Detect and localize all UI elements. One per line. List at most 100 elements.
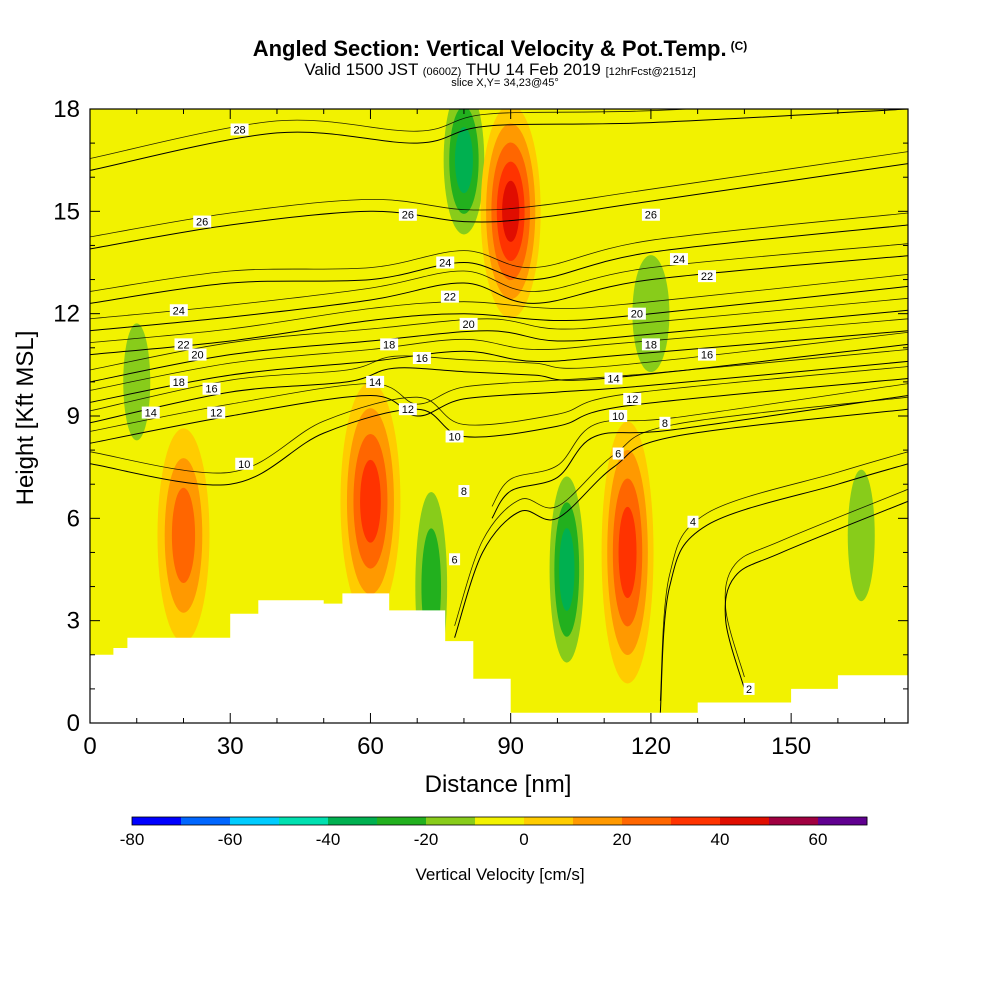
contour-label: 16 <box>412 352 431 365</box>
valid-prefix: Valid 1500 JST <box>304 60 419 79</box>
contour-label-bg <box>207 406 226 419</box>
contour-label-bg <box>235 457 254 470</box>
contour-label-bg <box>202 382 221 395</box>
contour-label-bg <box>174 338 193 351</box>
contour-label-text: 10 <box>238 459 250 471</box>
colorbar-tick-label: 20 <box>613 830 632 849</box>
contour-label: 18 <box>380 338 399 351</box>
contour-label-text: 20 <box>631 309 643 321</box>
contour-label: 22 <box>698 270 717 283</box>
contour-label-bg <box>698 348 717 361</box>
contour-label: 10 <box>609 410 628 423</box>
contour-label: 12 <box>207 406 226 420</box>
contour-label-bg <box>436 256 455 269</box>
velocity-band <box>360 459 381 543</box>
contour-label: 24 <box>669 253 688 266</box>
axes: 0 30 60 90 120 150 0 3 6 9 12 15 18 <box>53 96 908 760</box>
contour-label-bg <box>604 372 623 385</box>
isentrope-line <box>90 163 908 250</box>
contour-label-bg <box>169 375 188 388</box>
colorbar-tick-label: 60 <box>809 830 828 849</box>
contour-label: 4 <box>687 515 699 529</box>
contour-label-bg <box>188 348 207 361</box>
valid-date: THU 14 Feb 2019 <box>465 60 601 79</box>
x-tick-label: 90 <box>497 733 524 760</box>
contour-label-text: 20 <box>191 350 203 362</box>
contour-label-text: 24 <box>673 254 685 266</box>
contour-label: 14 <box>141 406 160 420</box>
contour-label-text: 26 <box>196 217 208 229</box>
isentrope-line <box>491 383 908 507</box>
contour-label-text: 2 <box>746 684 752 696</box>
colorbar-swatch <box>426 817 476 825</box>
contour-label: 8 <box>659 416 671 430</box>
isentrope-line <box>659 463 908 713</box>
contour-label-bg <box>687 515 699 528</box>
contour-label: 18 <box>641 338 660 351</box>
colorbar: -80 -60 -40 -20 0 20 40 60 <box>120 816 868 849</box>
contour-label-text: 22 <box>444 292 456 304</box>
contour-label-bg <box>398 208 417 221</box>
contour-label: 6 <box>612 447 624 461</box>
isentrope-line <box>724 500 908 690</box>
colorbar-tick-label: -60 <box>218 830 243 849</box>
isentrope-line <box>724 488 908 678</box>
isentrope-line <box>90 243 908 320</box>
contour-label-bg <box>659 416 671 429</box>
valid-time-line: Valid 1500 JST (0600Z) THU 14 Feb 2019 [… <box>0 60 1000 80</box>
contour-label: 8 <box>458 485 470 498</box>
valid-zulu: (0600Z) <box>422 66 462 78</box>
isentrope-line <box>90 109 908 171</box>
colorbar-swatch <box>181 817 231 825</box>
colorbar-swatch <box>328 817 378 825</box>
isentrope-line <box>90 224 908 304</box>
isentrope-line <box>90 151 908 238</box>
contour-label-text: 10 <box>448 431 460 443</box>
contour-label: 26 <box>193 215 212 229</box>
contour-label: 16 <box>698 348 717 362</box>
isentrope-line <box>90 332 908 412</box>
velocity-cell <box>114 286 159 477</box>
colorbar-tick-label: 40 <box>711 830 730 849</box>
isentrope-line <box>90 318 908 391</box>
colorbar-swatch <box>671 817 721 825</box>
colorbar-title: Vertical Velocity [cm/s] <box>415 865 584 884</box>
velocity-band <box>454 127 473 194</box>
contour-label-text: 24 <box>439 258 451 270</box>
contour-label-text: 28 <box>233 124 245 136</box>
velocity-band <box>171 487 196 583</box>
contour-label-text: 18 <box>383 339 395 351</box>
contour-label: 20 <box>459 317 478 331</box>
colorbar-swatch <box>573 817 623 825</box>
contour-label-bg <box>698 270 717 283</box>
isentrope-line <box>454 396 908 626</box>
terrain-mask <box>90 593 908 723</box>
colorbar-tick-label: 0 <box>519 830 528 849</box>
contour-label-text: 20 <box>462 319 474 331</box>
colorbar-swatch <box>279 817 329 825</box>
y-tick-label: 12 <box>53 301 80 328</box>
contour-label-text: 12 <box>626 394 638 406</box>
isentrope-line <box>454 408 908 638</box>
contour-label-bg <box>623 392 642 405</box>
x-tick-label: 150 <box>771 733 811 760</box>
contour-label-bg <box>141 406 160 419</box>
isentrope-line <box>491 395 908 519</box>
colorbar-tick-label: -20 <box>414 830 439 849</box>
contour-label: 14 <box>366 375 385 389</box>
isentrope-line <box>90 274 908 344</box>
contour-label: 10 <box>235 457 254 471</box>
y-tick-label: 0 <box>67 710 80 737</box>
contour-label-text: 12 <box>402 404 414 416</box>
contour-label-text: 18 <box>645 339 657 351</box>
contour-label-text: 14 <box>607 373 619 385</box>
velocity-band <box>123 323 151 441</box>
contour-label-bg <box>440 290 459 303</box>
isentrope-line <box>90 366 908 474</box>
colorbar-swatch <box>230 817 280 825</box>
isentrope-line <box>90 212 908 292</box>
contour-label: 24 <box>169 304 188 317</box>
isentrope-line <box>90 360 908 444</box>
contour-label-bg <box>193 215 212 228</box>
